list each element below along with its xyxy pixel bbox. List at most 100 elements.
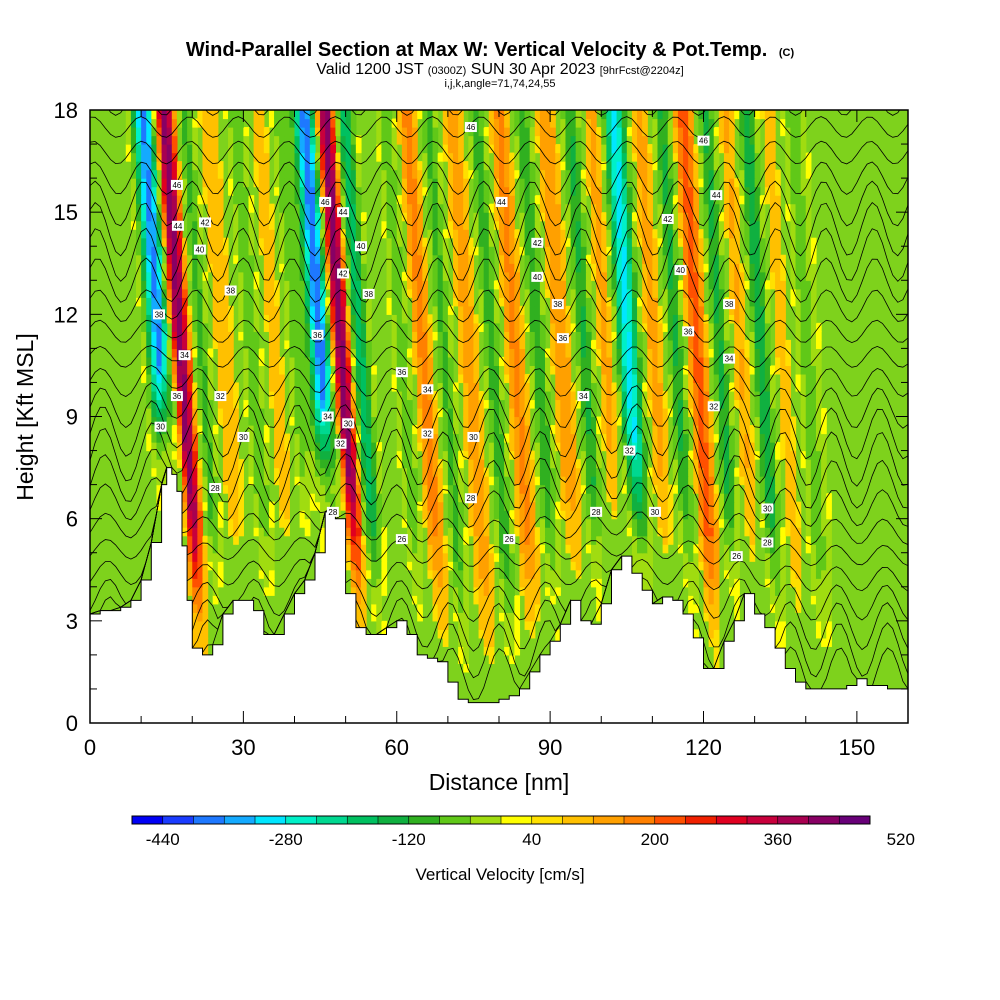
- velocity-cell: [442, 450, 449, 460]
- velocity-cell: [693, 407, 699, 418]
- velocity-cell: [320, 476, 326, 486]
- velocity-cell: [340, 365, 347, 375]
- velocity-cell: [463, 246, 469, 256]
- velocity-cell: [499, 399, 505, 409]
- velocity-cell: [488, 578, 495, 588]
- velocity-cell: [146, 305, 152, 315]
- velocity-cell: [192, 425, 198, 435]
- velocity-cell: [268, 331, 275, 341]
- velocity-cell: [253, 348, 260, 358]
- velocity-cell: [580, 305, 587, 315]
- velocity-cell: [468, 450, 475, 460]
- velocity-cell: [253, 322, 260, 332]
- velocity-cell: [580, 331, 587, 341]
- velocity-cell: [810, 450, 817, 460]
- velocity-cell: [504, 595, 510, 605]
- velocity-cell: [672, 229, 679, 239]
- velocity-cell: [171, 433, 178, 443]
- velocity-cell: [406, 425, 413, 435]
- velocity-cell: [371, 578, 377, 588]
- velocity-cell: [447, 552, 454, 562]
- velocity-cell: [672, 442, 679, 452]
- velocity-cell: [442, 271, 449, 281]
- velocity-cell: [437, 237, 444, 247]
- velocity-cell: [775, 305, 781, 315]
- velocity-cell: [550, 527, 556, 537]
- velocity-cell: [703, 569, 710, 579]
- velocity-cell: [713, 637, 720, 647]
- velocity-cell: [406, 493, 413, 503]
- velocity-cell: [437, 459, 444, 469]
- velocity-cell: [683, 229, 689, 239]
- velocity-cell: [708, 561, 715, 571]
- velocity-cell: [442, 382, 449, 392]
- velocity-cell: [488, 373, 495, 384]
- velocity-cell: [718, 442, 725, 452]
- velocity-cell: [371, 382, 377, 392]
- velocity-cell: [616, 399, 623, 409]
- velocity-cell: [330, 322, 336, 332]
- velocity-cell: [207, 407, 214, 418]
- velocity-cell: [545, 535, 551, 545]
- velocity-cell: [621, 356, 628, 367]
- velocity-cell: [545, 407, 551, 418]
- velocity-cell: [468, 390, 475, 401]
- velocity-cell: [749, 450, 756, 460]
- velocity-cell: [345, 246, 352, 256]
- velocity-cell: [688, 339, 694, 349]
- velocity-cell: [662, 322, 669, 332]
- velocity-cell: [151, 467, 158, 477]
- velocity-cell: [570, 527, 577, 537]
- velocity-cell: [360, 595, 367, 605]
- velocity-cell: [775, 280, 781, 290]
- velocity-cell: [422, 297, 429, 307]
- velocity-cell: [626, 365, 633, 375]
- velocity-cell: [683, 399, 689, 409]
- velocity-cell: [335, 322, 342, 332]
- velocity-cell: [161, 263, 168, 273]
- velocity-cell: [360, 339, 367, 349]
- velocity-cell: [780, 390, 786, 401]
- velocity-cell: [493, 501, 500, 511]
- velocity-cell: [734, 365, 740, 375]
- velocity-cell: [396, 331, 403, 341]
- velocity-cell: [463, 382, 469, 392]
- velocity-cell: [279, 501, 285, 511]
- velocity-cell: [642, 442, 648, 452]
- velocity-cell: [309, 484, 316, 494]
- velocity-cell: [713, 305, 720, 315]
- velocity-cell: [749, 331, 756, 341]
- velocity-cell: [667, 314, 674, 324]
- velocity-cell: [417, 331, 423, 341]
- velocity-cell: [248, 467, 255, 477]
- velocity-cell: [703, 339, 710, 349]
- velocity-cell: [575, 271, 582, 281]
- velocity-cell: [258, 433, 265, 443]
- velocity-cell: [452, 288, 459, 298]
- velocity-cell: [667, 229, 674, 239]
- velocity-cell: [509, 356, 515, 367]
- velocity-cell: [355, 578, 362, 588]
- velocity-cell: [524, 518, 531, 528]
- velocity-cell: [754, 263, 761, 273]
- velocity-cell: [304, 433, 311, 443]
- velocity-cell: [616, 331, 623, 341]
- velocity-cell: [371, 544, 377, 554]
- velocity-cell: [601, 407, 607, 418]
- velocity-cell: [176, 280, 183, 290]
- velocity-cell: [463, 569, 469, 579]
- velocity-cell: [263, 442, 270, 452]
- velocity-cell: [289, 246, 296, 256]
- velocity-cell: [350, 280, 357, 290]
- velocity-cell: [299, 459, 306, 469]
- velocity-cell: [504, 373, 510, 384]
- velocity-cell: [815, 552, 822, 562]
- velocity-cell: [396, 314, 403, 324]
- velocity-cell: [611, 501, 618, 511]
- velocity-cell: [217, 569, 224, 579]
- velocity-cell: [493, 484, 500, 494]
- velocity-cell: [274, 288, 280, 298]
- velocity-cell: [483, 527, 490, 537]
- velocity-cell: [560, 288, 567, 298]
- velocity-cell: [555, 237, 561, 247]
